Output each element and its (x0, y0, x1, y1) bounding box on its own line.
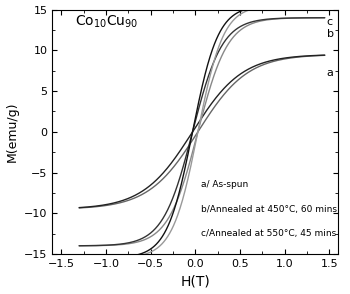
Text: Co$_{10}$Cu$_{90}$: Co$_{10}$Cu$_{90}$ (75, 14, 138, 30)
Text: c: c (327, 17, 332, 27)
Text: b/Annealed at 450°C, 60 mins: b/Annealed at 450°C, 60 mins (202, 205, 337, 214)
Text: c/Annealed at 550°C, 45 mins: c/Annealed at 550°C, 45 mins (202, 229, 337, 238)
X-axis label: H(T): H(T) (180, 274, 210, 288)
Text: a/ As-spun: a/ As-spun (202, 180, 249, 189)
Text: b: b (327, 29, 334, 39)
Y-axis label: M(emu/g): M(emu/g) (6, 101, 19, 162)
Text: a: a (327, 68, 334, 78)
